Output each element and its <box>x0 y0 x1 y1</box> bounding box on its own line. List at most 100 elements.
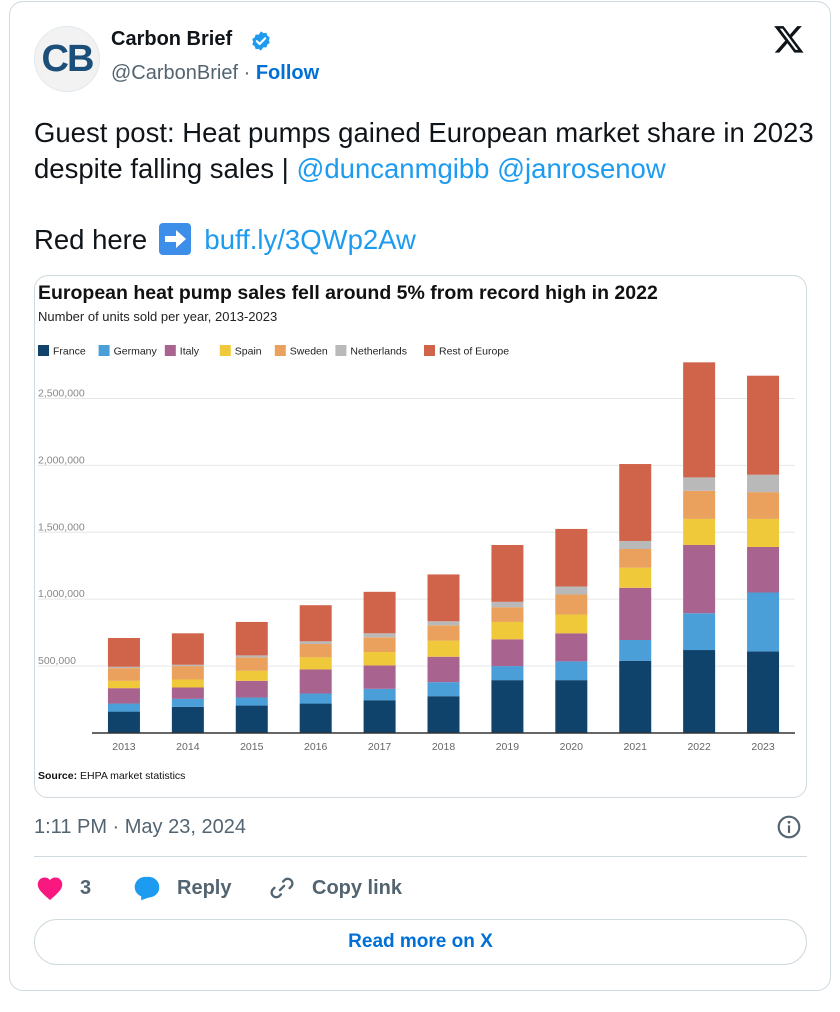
bar-2023-netherlands <box>747 474 780 493</box>
bar-2022-italy <box>683 544 716 614</box>
bar-2022-spain <box>683 518 716 545</box>
bar-2014-netherlands <box>171 664 204 667</box>
x-tick-label-2013: 2013 <box>112 741 136 753</box>
legend-swatch-3 <box>219 345 231 356</box>
reply-button[interactable]: Reply <box>133 872 231 904</box>
bar-2023-italy <box>747 546 780 593</box>
bar-2014-france <box>171 706 204 733</box>
bar-2020-rest-of-europe <box>555 528 588 587</box>
tweet-body: Guest post: Heat pumps gained European m… <box>34 117 814 184</box>
bar-2022-france <box>683 650 716 733</box>
x-tick-label-2018: 2018 <box>432 741 456 753</box>
bar-2013-rest-of-europe <box>107 637 140 667</box>
chart-image[interactable]: European heat pump sales fell around 5% … <box>34 275 807 798</box>
legend-label-1: Germany <box>114 346 158 358</box>
chart-source-label: Source: <box>38 770 77 782</box>
bar-2016-netherlands <box>299 641 332 645</box>
bar-2013-spain <box>107 680 140 689</box>
bar-2020-sweden <box>555 594 588 615</box>
author-handle[interactable]: @CarbonBrief <box>111 62 239 84</box>
bar-2017-rest-of-europe <box>363 591 396 634</box>
bar-2022-netherlands <box>683 477 716 491</box>
bar-2020-italy <box>555 633 588 662</box>
bar-2018-germany <box>427 682 460 697</box>
chart-source: Source: EHPA market statistics <box>38 770 185 782</box>
legend-swatch-0 <box>38 345 49 356</box>
chart-legend: France Germany Italy Spain Sweden Netherlands… <box>38 345 509 358</box>
read-more-button[interactable]: Read more on X <box>34 919 807 965</box>
bar-2017-germany <box>363 688 396 701</box>
like-button[interactable]: 3 <box>36 872 91 904</box>
bar-2018-france <box>427 696 460 733</box>
bar-2017-netherlands <box>363 633 396 638</box>
bar-2019-france <box>491 680 524 733</box>
bar-2019-rest-of-europe <box>491 544 524 602</box>
copy-link-button[interactable]: Copy link <box>268 872 402 904</box>
copy-link-label: Copy link <box>312 876 403 899</box>
bar-2016-germany <box>299 693 332 704</box>
x-tick-label-2023: 2023 <box>751 741 775 753</box>
bar-2015-sweden <box>235 657 268 671</box>
bar-2021-spain <box>619 567 652 588</box>
x-tick-label-2017: 2017 <box>368 741 392 753</box>
x-tick-label-2015: 2015 <box>240 741 264 753</box>
link-icon <box>270 877 294 899</box>
bar-2014-spain <box>171 679 204 688</box>
read-here-line: Red here buff.ly/3QWp2Aw <box>34 222 416 258</box>
x-logo-icon[interactable] <box>772 23 806 55</box>
avatar-initials: CB <box>41 37 95 80</box>
bar-2015-italy <box>235 680 268 698</box>
bar-2020-france <box>555 680 588 733</box>
legend-swatch-2 <box>164 345 176 356</box>
legend-swatch-1 <box>98 345 110 356</box>
legend-label-4: Sweden <box>290 346 328 358</box>
bar-2015-france <box>235 705 268 733</box>
bar-2020-spain <box>555 614 588 634</box>
right-arrow-icon <box>158 223 191 255</box>
bar-2017-france <box>363 700 396 733</box>
mention-janrosenow[interactable]: @janrosenow <box>497 153 666 184</box>
y-tick-label-0: 500,000 <box>38 655 76 667</box>
y-tick-label-4: 2,500,000 <box>38 387 85 399</box>
tweet-text: Guest post: Heat pumps gained European m… <box>34 115 814 187</box>
x-tick-label-2019: 2019 <box>496 741 520 753</box>
read-here-label: Red here <box>34 224 148 255</box>
bar-2022-sweden <box>683 490 716 519</box>
bar-2021-sweden <box>619 549 652 568</box>
bar-2016-rest-of-europe <box>299 605 332 642</box>
bar-2019-spain <box>491 621 524 640</box>
author-handle-line: @CarbonBrief · Follow <box>111 62 319 85</box>
bar-2023-rest-of-europe <box>747 375 780 475</box>
article-link[interactable]: buff.ly/3QWp2Aw <box>204 224 416 255</box>
bar-2014-sweden <box>171 666 204 680</box>
legend-label-0: France <box>53 346 86 358</box>
bar-2023-germany <box>747 592 780 652</box>
info-icon[interactable] <box>776 814 802 840</box>
bar-2017-sweden <box>363 637 396 653</box>
mention-duncanmgibb[interactable]: @duncanmgibb <box>296 153 490 184</box>
bar-2019-germany <box>491 666 524 681</box>
bar-2019-italy <box>491 639 524 667</box>
chart-gridlines: 500,000 1,000,000 1,500,000 2,000,000 2,500,… <box>38 387 795 667</box>
bar-2016-france <box>299 703 332 733</box>
y-tick-label-3: 2,000,000 <box>38 454 85 466</box>
bar-2022-germany <box>683 613 716 651</box>
x-axis-labels: 2013 2014 2015 2016 2017 2018 2019 2020 2021 2022… <box>112 741 775 753</box>
bar-2023-france <box>747 651 780 733</box>
reply-label: Reply <box>177 876 232 899</box>
bar-2019-netherlands <box>491 601 524 608</box>
chart-subtitle: Number of units sold per year, 2013-2023 <box>38 309 277 324</box>
legend-swatch-6 <box>424 345 435 356</box>
bar-2014-rest-of-europe <box>171 633 204 665</box>
bar-2020-germany <box>555 661 588 681</box>
handle-separator: · <box>243 62 251 84</box>
avatar[interactable]: CB <box>34 26 100 92</box>
bar-2018-spain <box>427 640 460 657</box>
author-name[interactable]: Carbon Brief <box>111 28 233 50</box>
legend-label-5: Netherlands <box>350 346 407 358</box>
x-tick-label-2021: 2021 <box>624 741 648 753</box>
tweet-timestamp[interactable]: 1:11 PM · May 23, 2024 <box>34 816 246 838</box>
x-tick-label-2014: 2014 <box>176 741 200 753</box>
x-tick-label-2022: 2022 <box>687 741 711 753</box>
follow-button[interactable]: Follow <box>255 62 320 84</box>
